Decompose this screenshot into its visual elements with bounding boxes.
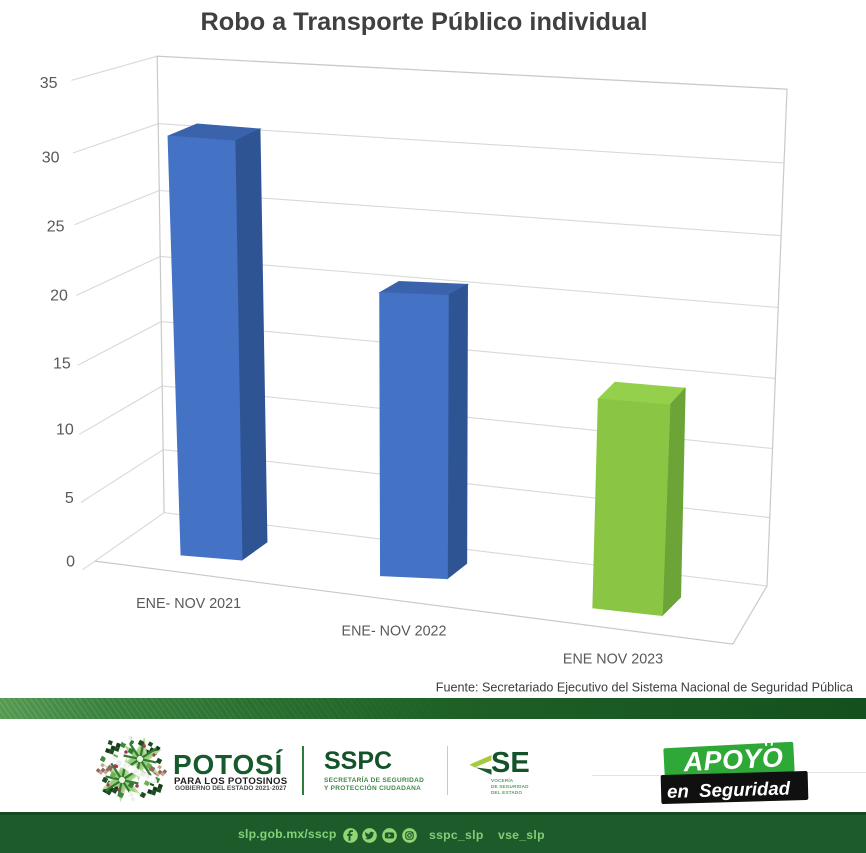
svg-text:0: 0 [66,554,75,571]
svg-text:Fuente: Secretariado Ejecutivo: Fuente: Secretariado Ejecutivo del Siste… [436,681,853,695]
svg-text:Robo a Transporte Público indi: Robo a Transporte Público individual [201,8,648,36]
svg-text:15: 15 [53,355,71,372]
svg-text:ENE- NOV 2021: ENE- NOV 2021 [136,596,241,612]
svg-text:20: 20 [50,288,68,305]
svg-text:5: 5 [65,490,74,507]
svg-text:25: 25 [47,218,65,235]
svg-text:ENE NOV 2023: ENE NOV 2023 [563,651,663,667]
svg-text:30: 30 [42,150,60,167]
svg-text:35: 35 [40,75,58,92]
svg-text:10: 10 [56,421,74,438]
svg-text:ENE- NOV 2022: ENE- NOV 2022 [342,623,447,639]
